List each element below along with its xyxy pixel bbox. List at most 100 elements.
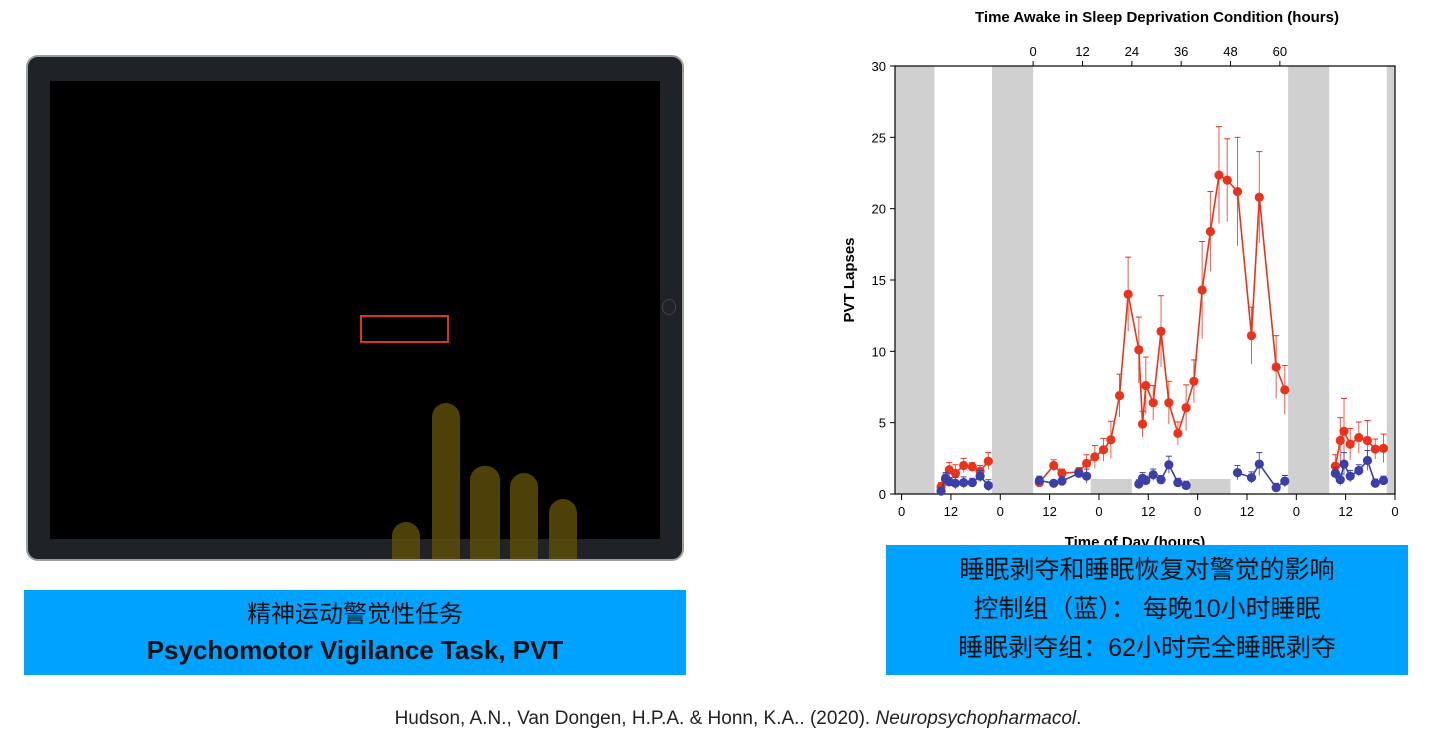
control-sleep-band [1189, 479, 1231, 494]
deprivation-point [1049, 460, 1059, 471]
deprivation-point [1222, 175, 1232, 185]
control-point [1370, 478, 1380, 488]
caption-line: 睡眠剥夺和睡眠恢复对警觉的影响 [959, 556, 1335, 584]
deprivation-point [1339, 426, 1349, 436]
citation: Hudson, A.N., Van Dongen, H.P.A. & Honn,… [0, 708, 1436, 730]
hand-finger [392, 522, 420, 559]
control-point [1345, 471, 1355, 481]
control-point [1049, 478, 1059, 488]
deprivation-point [1148, 398, 1158, 408]
pvt-tablet-image [26, 55, 684, 561]
deprivation-point [1370, 444, 1380, 454]
control-point [1280, 476, 1290, 486]
deprivation-point [1164, 398, 1174, 408]
control-point [1254, 459, 1264, 469]
deprivation-point [1156, 326, 1166, 336]
y-tick-label: 15 [872, 273, 886, 288]
control-point [1141, 475, 1151, 486]
deprivation-point [967, 462, 977, 472]
deprivation-point [1141, 380, 1151, 391]
deprivation-point [1197, 285, 1207, 295]
hand-finger [549, 499, 577, 559]
citation-journal: Neuropsychopharmacol [875, 708, 1077, 729]
y-tick-label: 5 [879, 416, 886, 431]
camera-icon [662, 299, 676, 315]
x-tick-label: 0 [1194, 504, 1201, 519]
deprivation-point [1362, 435, 1373, 446]
x-tick-label: 0 [997, 504, 1004, 519]
x-tick-label: 0 [1293, 504, 1300, 519]
control-point [1082, 471, 1092, 481]
x-tick-label: 0 [898, 504, 905, 519]
y-tick-label: 0 [879, 487, 886, 502]
x-axis-label: Time of Day (hours) [1065, 534, 1206, 545]
top-tick-label: 24 [1125, 44, 1139, 59]
deprivation-point [1354, 433, 1364, 443]
caption-line: 睡眠剥夺组：62小时完全睡眠剥夺 [958, 634, 1336, 662]
top-tick-label: 60 [1273, 44, 1287, 59]
deprivation-point [1254, 192, 1264, 202]
deprivation-point [1205, 226, 1215, 237]
deprivation-point [1345, 439, 1355, 449]
control-point [1378, 475, 1389, 486]
deprivation-point [1330, 461, 1340, 471]
deprivation-line [1038, 173, 1286, 484]
top-tick-label: 48 [1223, 44, 1237, 59]
deprivation-point [1123, 289, 1133, 299]
x-tick-label: 0 [1391, 504, 1398, 519]
deprivation-point [1214, 170, 1224, 180]
control-point [1246, 472, 1257, 483]
control-point [936, 486, 946, 496]
sleep-band [992, 66, 1034, 494]
control-point [959, 477, 969, 488]
hand-finger [470, 466, 500, 559]
sleep-band [1386, 66, 1395, 494]
control-point [1271, 482, 1281, 493]
deprivation-point [1114, 390, 1125, 401]
pvt-stimulus-box [360, 315, 449, 343]
deprivation-point [1271, 362, 1281, 372]
x-tick-label: 12 [1042, 504, 1056, 519]
deprivation-point [1189, 376, 1199, 386]
hand-finger [510, 473, 538, 559]
deprivation-point [959, 460, 969, 471]
deprivation-point [1173, 428, 1183, 438]
control-point [1148, 470, 1158, 480]
control-point [1074, 468, 1084, 478]
deprivation-point [1090, 452, 1100, 462]
control-point [1181, 480, 1191, 491]
tablet-screen [50, 81, 660, 559]
citation-end: . [1076, 708, 1082, 729]
citation-authors: Hudson, A.N., Van Dongen, H.P.A. & Honn,… [394, 708, 876, 729]
deprivation-point [1082, 458, 1092, 468]
deprivation-point [1134, 345, 1144, 355]
chart-title: Time Awake in Sleep Deprivation Conditio… [975, 9, 1339, 26]
deprivation-point [1232, 186, 1243, 197]
control-point [975, 471, 985, 481]
deprivation-point [950, 468, 961, 478]
deprivation-point [1181, 403, 1191, 413]
deprivation-point [1106, 435, 1116, 445]
control-point [967, 477, 977, 488]
control-point [983, 480, 993, 491]
y-axis-label: PVT Lapses [841, 237, 858, 322]
top-tick-label: 12 [1075, 44, 1089, 59]
control-point [1362, 455, 1373, 466]
y-tick-label: 10 [872, 344, 886, 359]
deprivation-point [983, 456, 993, 466]
control-sleep-band [1090, 479, 1132, 494]
x-tick-label: 12 [1338, 504, 1352, 519]
sleep-band [895, 66, 935, 494]
chart-caption: 睡眠剥夺和睡眠恢复对警觉的影响 控制组（蓝）： 每晚10小时睡眠 睡眠剥夺组：6… [886, 545, 1408, 675]
sleep-band [1288, 66, 1330, 494]
control-point [950, 478, 961, 488]
deprivation-point [1098, 445, 1109, 455]
deprivation-point [1137, 419, 1148, 429]
control-point [1156, 475, 1166, 485]
x-tick-label: 12 [944, 504, 958, 519]
caption-en: Psychomotor Vigilance Task, PVT [146, 635, 564, 665]
caption-line: 控制组（蓝）： 每晚10小时睡眠 [973, 595, 1321, 623]
hand-finger [432, 403, 460, 559]
control-point [1232, 468, 1243, 478]
